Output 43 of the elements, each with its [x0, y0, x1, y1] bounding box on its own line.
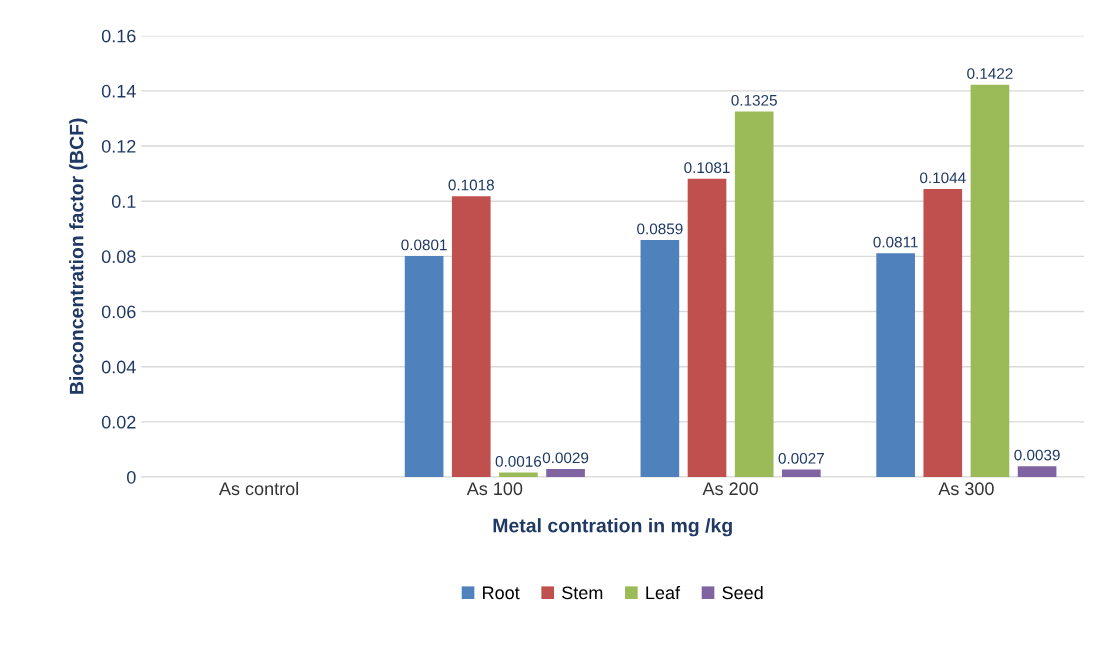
legend-label: Root	[483, 586, 520, 600]
bar	[876, 253, 915, 478]
x-axis-title: Metal contration in mg /kg	[493, 518, 732, 537]
data-label: 0.1422	[967, 68, 1013, 79]
data-label: 0.1081	[684, 162, 730, 174]
bar	[923, 189, 963, 478]
x-tick-label: As control	[218, 481, 298, 496]
y-axis-title: Bioconcentration factor (BCF)	[69, 118, 88, 394]
y-tick-label: 0.16	[101, 29, 136, 43]
bar	[734, 111, 774, 478]
data-label: 0.0801	[401, 239, 447, 251]
bar	[499, 472, 538, 478]
x-tick-label: As 300	[938, 482, 994, 496]
data-label: 0.0811	[873, 236, 918, 248]
x-tick-label: As 100	[466, 482, 523, 496]
data-label: 0.0029	[542, 452, 589, 464]
bar	[546, 469, 585, 478]
bar	[1017, 466, 1057, 478]
y-tick-label: 0.1	[111, 195, 136, 208]
bar	[404, 256, 444, 478]
data-label: 0.0039	[1014, 449, 1060, 461]
data-label: 0.1325	[731, 94, 777, 106]
y-tick-label: 0.02	[101, 415, 136, 429]
legend-label: Seed	[722, 585, 763, 600]
bar	[640, 240, 680, 478]
x-tick-label: As 200	[702, 482, 758, 496]
data-label: 0.0016	[495, 455, 542, 467]
data-label: 0.1044	[920, 172, 966, 184]
y-tick-label: 0	[126, 470, 136, 484]
data-label: 0.1018	[448, 179, 494, 191]
data-label: 0.0859	[637, 223, 683, 235]
legend-label: Leaf	[646, 585, 681, 600]
y-tick-label: 0.04	[101, 360, 136, 374]
y-tick-label: 0.08	[101, 250, 136, 264]
bar	[970, 84, 1010, 478]
y-tick-label: 0.06	[101, 305, 136, 319]
legend-label: Stem	[562, 586, 603, 600]
bar	[782, 469, 821, 478]
bar	[451, 196, 491, 478]
y-tick-label: 0.12	[101, 139, 136, 153]
data-label: 0.0027	[778, 452, 824, 464]
bar	[687, 178, 727, 478]
y-tick-label: 0.14	[101, 84, 136, 98]
